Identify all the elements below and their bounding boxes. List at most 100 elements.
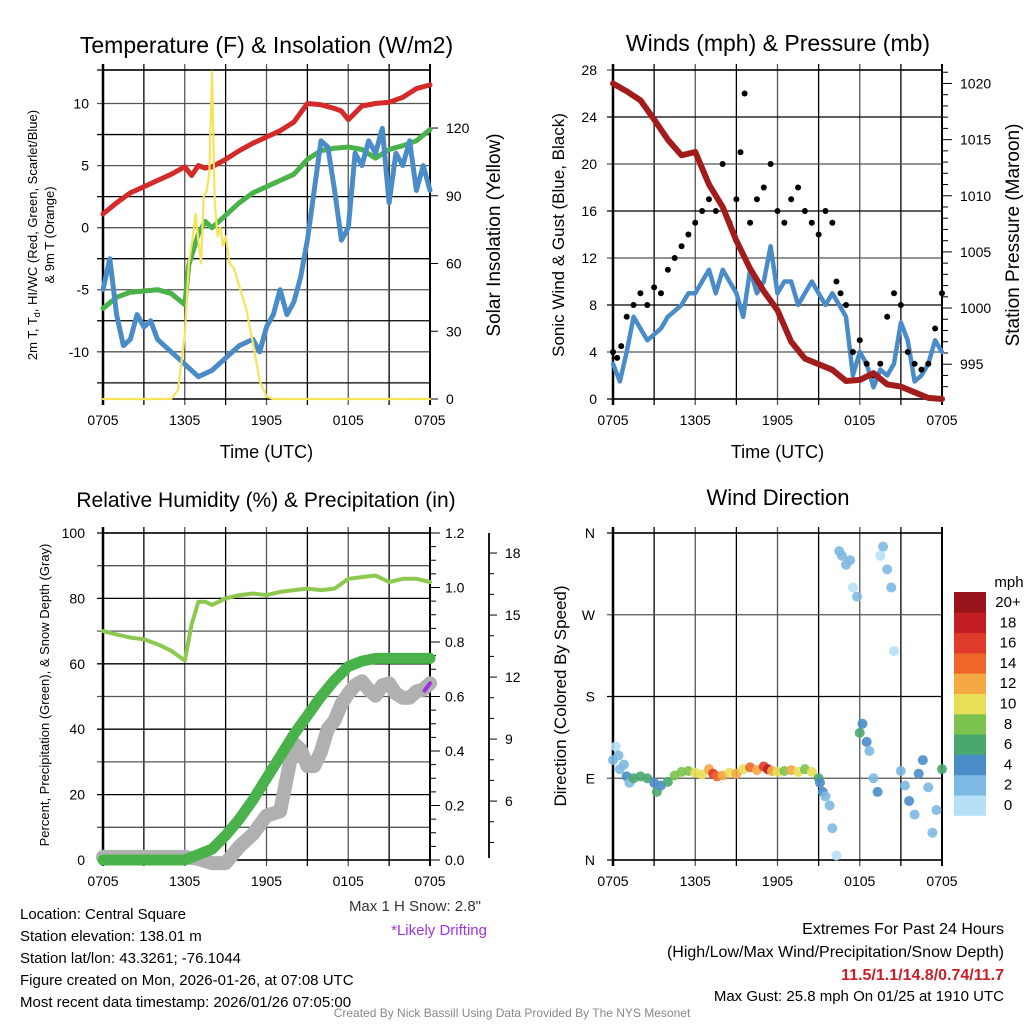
y-tick-label: 12 bbox=[581, 250, 597, 266]
y-tick-label: 40 bbox=[69, 721, 85, 737]
x-tick-label: 1905 bbox=[762, 873, 793, 889]
y-tick-label: 100 bbox=[62, 525, 86, 541]
gust-point bbox=[699, 208, 706, 214]
drifting-note: *Likely Drifting bbox=[391, 922, 487, 939]
gust-point bbox=[741, 90, 748, 97]
y2-tick-label: 60 bbox=[446, 256, 462, 272]
wind-direction-point bbox=[618, 759, 629, 770]
gust-point bbox=[815, 231, 822, 238]
y-axis-label: Sonic Wind & Gust (Blue, Black) bbox=[549, 113, 568, 357]
y-tick-label: E bbox=[586, 770, 595, 786]
x-tick-label: 1305 bbox=[169, 412, 200, 428]
wind-direction-point bbox=[878, 541, 889, 552]
wind-direction-point bbox=[917, 755, 928, 766]
gust-point bbox=[685, 231, 692, 238]
wind-direction-point bbox=[847, 582, 858, 593]
wind-direction-point bbox=[889, 646, 900, 657]
wind-direction-point bbox=[868, 773, 879, 784]
recent-timestamp-text: Most recent data timestamp: 2026/01/26 0… bbox=[20, 994, 352, 1011]
location-text: Location: Central Square bbox=[20, 906, 186, 923]
wind-direction-point bbox=[923, 782, 934, 793]
y2-tick-label: 0.2 bbox=[445, 798, 465, 814]
y3-tick-label: 15 bbox=[505, 607, 521, 623]
latlon-text: Station lat/lon: 43.3261; -76.1044 bbox=[20, 950, 242, 967]
y2-axis-label: Station Pressure (Maroon) bbox=[1003, 124, 1024, 347]
gust-point bbox=[760, 184, 767, 191]
gust-point bbox=[774, 208, 781, 214]
x-tick-label: 0105 bbox=[333, 412, 364, 428]
subscript: d bbox=[32, 312, 42, 317]
extremes-subtitle: (High/Low/Max Wind/Precipitation/Snow De… bbox=[666, 944, 1004, 961]
colorbar-label: 4 bbox=[1004, 756, 1012, 773]
wind-direction-point bbox=[909, 809, 920, 820]
y2-tick-label: 90 bbox=[446, 188, 462, 204]
gust-point bbox=[671, 255, 678, 261]
wind-direction-point bbox=[845, 555, 856, 566]
colorbar-swatch bbox=[954, 652, 986, 674]
series-snow-depth-likely-drifting- bbox=[422, 681, 432, 693]
colorbar-swatch bbox=[954, 612, 986, 634]
gust-point bbox=[884, 313, 891, 320]
gust-point bbox=[829, 219, 836, 226]
x-tick-label: 0705 bbox=[926, 412, 957, 428]
series-sonic-wind bbox=[610, 244, 945, 390]
y-tick-label: 20 bbox=[581, 156, 597, 172]
gust-point bbox=[856, 337, 863, 344]
colorbar-swatch bbox=[954, 592, 986, 613]
x-tick-label: 0705 bbox=[597, 412, 628, 428]
gust-point bbox=[877, 360, 884, 367]
gust-point bbox=[863, 360, 870, 367]
wind-direction-point bbox=[875, 550, 886, 561]
chart-title-wind-direction: Wind Direction bbox=[706, 485, 849, 510]
y-tick-label: 10 bbox=[73, 96, 89, 112]
gust-point bbox=[897, 302, 904, 308]
y-tick-label: 0 bbox=[77, 852, 85, 868]
wind-direction-point bbox=[872, 786, 883, 797]
colorbar-label: 10 bbox=[1000, 696, 1017, 713]
x-tick-label: 1305 bbox=[169, 873, 200, 889]
x-tick-label: 0705 bbox=[414, 873, 445, 889]
y-tick-label: 24 bbox=[581, 109, 597, 125]
y-tick-label: 60 bbox=[69, 656, 85, 672]
gust-point bbox=[705, 196, 712, 203]
x-axis-label: Time (UTC) bbox=[220, 442, 313, 462]
wind-direction-point bbox=[827, 823, 838, 834]
y-tick-label: N bbox=[585, 852, 595, 868]
wind-direction-point bbox=[886, 582, 897, 593]
wind-direction-point bbox=[895, 765, 906, 776]
wind-direction-point bbox=[861, 736, 872, 747]
max-snow-text: Max 1 H Snow: 2.8" bbox=[348, 898, 481, 915]
gust-point bbox=[618, 343, 625, 350]
x-tick-label: 0705 bbox=[87, 873, 118, 889]
colorbar-label: 2 bbox=[1004, 777, 1012, 794]
series-dewpoint bbox=[100, 127, 433, 311]
colorbar-swatch bbox=[954, 693, 986, 715]
wind-direction-point bbox=[913, 768, 924, 779]
wind-direction-point bbox=[662, 776, 673, 787]
y-tick-label: 28 bbox=[581, 62, 597, 78]
extremes-title: Extremes For Past 24 Hours bbox=[802, 921, 1004, 938]
colorbar-swatch bbox=[954, 754, 986, 776]
y-axis-label: Percent, Precipitation (Green), & Snow D… bbox=[37, 544, 52, 847]
extremes-block: Extremes For Past 24 Hours (High/Low/Max… bbox=[667, 918, 1004, 1007]
x-tick-label: 0105 bbox=[333, 873, 364, 889]
gust-point bbox=[767, 161, 774, 167]
wind-direction-point bbox=[931, 805, 942, 816]
x-tick-label: 0105 bbox=[844, 873, 875, 889]
series-wind-chill bbox=[100, 125, 433, 380]
y2-tick-label: 995 bbox=[960, 356, 984, 372]
gust-point bbox=[737, 149, 744, 156]
colorbar-swatch bbox=[954, 713, 986, 735]
wind-direction-point bbox=[820, 791, 831, 802]
wind-direction-point bbox=[864, 746, 875, 756]
x-axis-label: Time (UTC) bbox=[731, 442, 824, 462]
y2-tick-label: 1005 bbox=[960, 244, 991, 260]
extremes-values: 11.5/1.1/14.8/0.74/11.7 bbox=[841, 967, 1004, 984]
series-snow-depth bbox=[96, 674, 437, 871]
gust-point bbox=[904, 349, 911, 355]
y-axis-label-line2: & 9m T (Orange) bbox=[42, 186, 57, 283]
wind-direction-point bbox=[899, 780, 910, 791]
colorbar-swatch bbox=[954, 795, 986, 816]
colorbar-label: 14 bbox=[1000, 655, 1017, 672]
